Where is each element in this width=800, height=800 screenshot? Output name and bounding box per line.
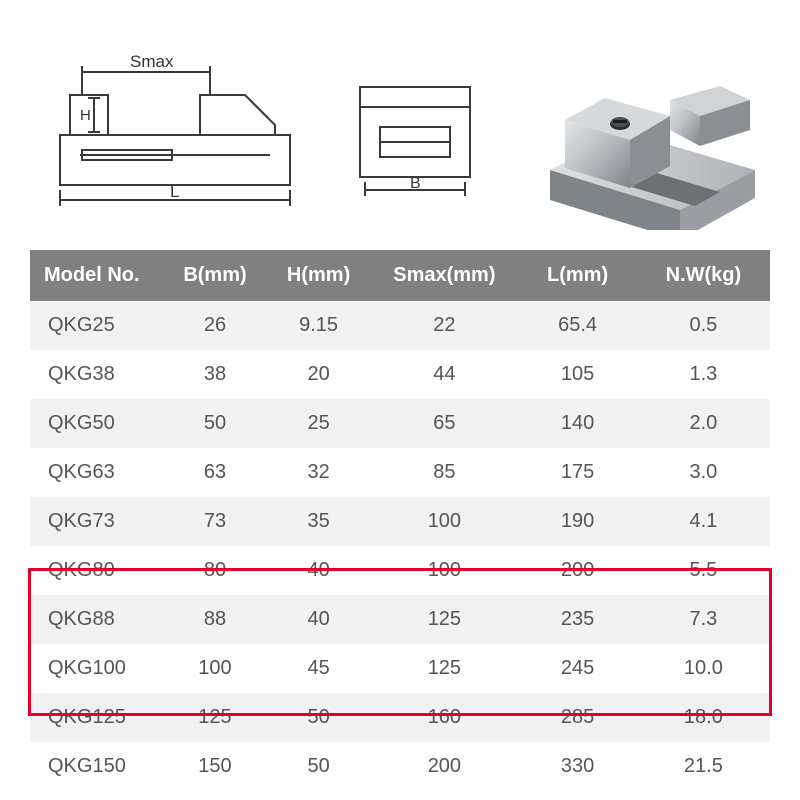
spec-table: Model No.B(mm)H(mm)Smax(mm)L(mm)N.W(kg) … (30, 250, 770, 791)
table-cell: 32 (267, 448, 371, 497)
table-cell: QKG100 (30, 644, 163, 693)
table-cell: QKG38 (30, 350, 163, 399)
table-cell: 9.15 (267, 301, 371, 350)
table-cell: 125 (370, 644, 518, 693)
table-cell: 40 (267, 546, 371, 595)
table-cell: 125 (370, 595, 518, 644)
table-cell: 50 (163, 399, 267, 448)
table-cell: QKG88 (30, 595, 163, 644)
table-header-cell: L(mm) (518, 250, 636, 301)
table-cell: 50 (267, 693, 371, 742)
top-diagram-area: Smax H L B (0, 0, 800, 250)
table-row: QKG8888401252357.3 (30, 595, 770, 644)
table-cell: 85 (370, 448, 518, 497)
table-cell: QKG25 (30, 301, 163, 350)
smax-label: Smax (130, 52, 174, 71)
table-cell: 125 (163, 693, 267, 742)
l-label: L (170, 182, 179, 201)
table-cell: 80 (163, 546, 267, 595)
table-header-cell: H(mm) (267, 250, 371, 301)
table-cell: 245 (518, 644, 636, 693)
table-row: QKG1251255016028518.0 (30, 693, 770, 742)
table-cell: 160 (370, 693, 518, 742)
table-cell: 175 (518, 448, 636, 497)
table-cell: 20 (267, 350, 371, 399)
table-cell: 44 (370, 350, 518, 399)
table-cell: QKG73 (30, 497, 163, 546)
table-row: QKG636332851753.0 (30, 448, 770, 497)
table-header-row: Model No.B(mm)H(mm)Smax(mm)L(mm)N.W(kg) (30, 250, 770, 301)
table-cell: 100 (163, 644, 267, 693)
h-label: H (80, 107, 91, 124)
table-header-cell: B(mm) (163, 250, 267, 301)
b-label: B (410, 175, 421, 192)
table-cell: 5.5 (637, 546, 770, 595)
table-cell: 105 (518, 350, 636, 399)
table-cell: QKG150 (30, 742, 163, 791)
table-row: QKG7373351001904.1 (30, 497, 770, 546)
table-cell: 1.3 (637, 350, 770, 399)
table-cell: 73 (163, 497, 267, 546)
table-row: QKG383820441051.3 (30, 350, 770, 399)
product-photo (520, 20, 770, 230)
table-row: QKG1001004512524510.0 (30, 644, 770, 693)
table-cell: 3.0 (637, 448, 770, 497)
table-header-cell: N.W(kg) (637, 250, 770, 301)
table-cell: 100 (370, 546, 518, 595)
table-cell: 88 (163, 595, 267, 644)
table-row: QKG25269.152265.40.5 (30, 301, 770, 350)
table-cell: 26 (163, 301, 267, 350)
table-cell: 285 (518, 693, 636, 742)
table-cell: QKG63 (30, 448, 163, 497)
table-cell: 140 (518, 399, 636, 448)
table-cell: 190 (518, 497, 636, 546)
table-cell: 330 (518, 742, 636, 791)
table-cell: 21.5 (637, 742, 770, 791)
front-view-drawing: B (345, 72, 495, 202)
table-header-cell: Model No. (30, 250, 163, 301)
table-cell: 45 (267, 644, 371, 693)
table-cell: 35 (267, 497, 371, 546)
table-header-cell: Smax(mm) (370, 250, 518, 301)
table-cell: 2.0 (637, 399, 770, 448)
table-row: QKG1501505020033021.5 (30, 742, 770, 791)
table-cell: QKG125 (30, 693, 163, 742)
table-cell: 4.1 (637, 497, 770, 546)
table-row: QKG505025651402.0 (30, 399, 770, 448)
table-cell: 63 (163, 448, 267, 497)
table-cell: 25 (267, 399, 371, 448)
table-cell: 150 (163, 742, 267, 791)
table-cell: 65.4 (518, 301, 636, 350)
table-cell: 0.5 (637, 301, 770, 350)
table-cell: 100 (370, 497, 518, 546)
table-row: QKG8080401002005.5 (30, 546, 770, 595)
table-cell: 38 (163, 350, 267, 399)
table-cell: 65 (370, 399, 518, 448)
table-cell: 235 (518, 595, 636, 644)
table-cell: 200 (370, 742, 518, 791)
table-cell: 10.0 (637, 644, 770, 693)
table-cell: 18.0 (637, 693, 770, 742)
table-cell: 40 (267, 595, 371, 644)
side-view-drawing: Smax H L (50, 40, 310, 210)
table-cell: QKG80 (30, 546, 163, 595)
table-cell: 50 (267, 742, 371, 791)
table-cell: 200 (518, 546, 636, 595)
table-cell: 22 (370, 301, 518, 350)
table-cell: 7.3 (637, 595, 770, 644)
table-cell: QKG50 (30, 399, 163, 448)
